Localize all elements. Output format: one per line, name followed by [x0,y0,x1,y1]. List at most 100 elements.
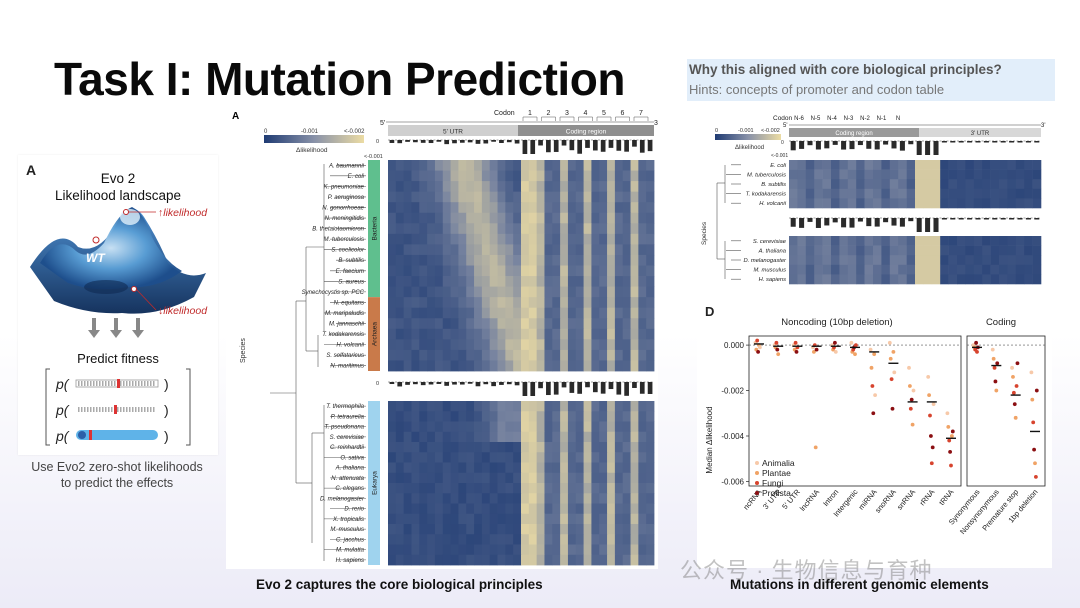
main-prok-cell [614,233,624,245]
right-cell [839,188,849,199]
main-euk-cell [458,462,467,474]
main-bottom-bar [553,382,559,395]
right-bar [941,218,947,220]
main-euk-cell [513,493,522,504]
d-point [775,347,780,352]
main-prok-cell [630,297,639,309]
right-cell [797,188,807,199]
main-prok-cell [403,202,412,214]
right-cell [940,179,949,190]
main-euk-cell [591,483,600,494]
right-codon-label: N-3 [844,116,854,122]
right-cell [898,179,907,190]
main-prok-cell [567,276,577,287]
species-label: H. volcanii [336,343,364,349]
main-prok-cell [521,223,530,235]
main-prok-cell [497,286,506,298]
main-prok-cell [599,181,608,193]
main-prok-cell [583,170,592,182]
main-panel-label: A [232,111,239,122]
main-euk-cell [411,544,420,556]
main-prok-cell [419,223,428,235]
main-prok-cell [607,349,616,361]
main-top-bar [459,140,465,143]
main-prok-cell [607,297,616,309]
main-euk-cell [622,524,631,535]
main-euk-cell [497,534,506,545]
right-cell [990,169,1000,180]
main-euk-cell [434,411,444,422]
species-label: A. baumannii [328,163,365,169]
right-cell [957,169,966,180]
main-prok-cell [646,254,655,266]
main-euk-cell [552,421,561,433]
svg-text:3': 3' [1041,123,1045,129]
main-prok-cell [497,297,506,309]
right-bar [1034,141,1040,143]
right-bar [983,141,989,143]
main-euk-cell [583,452,592,463]
main-euk-cell [497,452,506,463]
main-euk-cell [638,493,647,504]
stop-codon-figure: 0 -0.001 <-0.002 Δlikelihood Codon N-6 N-… [697,113,1049,296]
right-cell [948,179,958,190]
right-cell [889,160,899,170]
right-cell [940,255,949,266]
main-prok-cell [567,360,577,372]
main-prok-cell [466,276,475,287]
right-species-label: S. cerevisiae [753,239,787,245]
main-euk-cell [630,554,639,566]
main-euk-cell [489,431,498,443]
main-euk-cell [567,483,577,494]
main-prok-cell [427,223,436,235]
main-euk-cell [575,513,584,525]
main-prok-cell [567,318,577,330]
d-frame-coding [966,335,1046,487]
main-prok-cell [427,328,436,340]
right-cell [797,198,807,209]
main-euk-cell [638,513,647,525]
right-heatmap [789,160,1042,285]
main-euk-cell [567,431,577,443]
main-euk-cell [388,554,397,566]
svg-text:0: 0 [715,128,718,134]
main-euk-cell [583,524,592,535]
right-cell [906,160,916,170]
right-cell [931,245,941,256]
arrow-icons [88,318,144,338]
main-prok-cell [505,181,514,193]
right-cell [999,236,1008,246]
main-euk-cell [427,503,436,515]
main-euk-cell [622,462,631,474]
main-prok-cell [434,202,444,214]
main-euk-cell [638,524,647,535]
main-prok-cell [536,223,545,235]
main-prok-cell [560,212,569,224]
main-prok-cell [646,339,655,351]
main-prok-cell [419,349,428,361]
main-prok-cell [395,191,405,203]
landscape-surface [30,207,206,314]
main-top-bar [585,140,590,148]
main-prok-cell [388,328,397,340]
right-cell [931,264,941,275]
right-cell [999,198,1008,209]
d-point [930,445,935,450]
main-prok-cell [395,233,405,245]
main-euk-cell [481,411,491,422]
main-codon-2: 2 [547,110,551,117]
main-prok-cell [614,254,624,266]
right-cell [965,160,975,170]
main-prok-cell [419,307,428,319]
main-euk-cell [521,503,530,515]
main-prok-cell [481,202,491,214]
right-cell [957,179,966,190]
main-euk-cell [591,401,600,412]
main-prok-cell [474,328,483,340]
main-euk-cell [614,534,624,545]
main-prok-cell [419,170,428,182]
main-prok-cell [583,233,592,245]
right-bar [807,141,813,146]
right-cell [965,245,975,256]
